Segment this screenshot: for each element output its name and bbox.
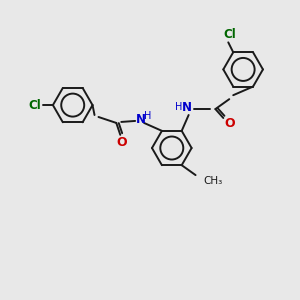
Text: H: H	[175, 102, 182, 112]
Text: CH₃: CH₃	[203, 176, 223, 186]
Text: H: H	[144, 111, 152, 121]
Text: Cl: Cl	[224, 28, 237, 41]
Text: Cl: Cl	[29, 99, 41, 112]
Text: O: O	[116, 136, 127, 149]
Text: N: N	[182, 100, 192, 114]
Text: N: N	[136, 113, 146, 127]
Text: O: O	[224, 117, 235, 130]
